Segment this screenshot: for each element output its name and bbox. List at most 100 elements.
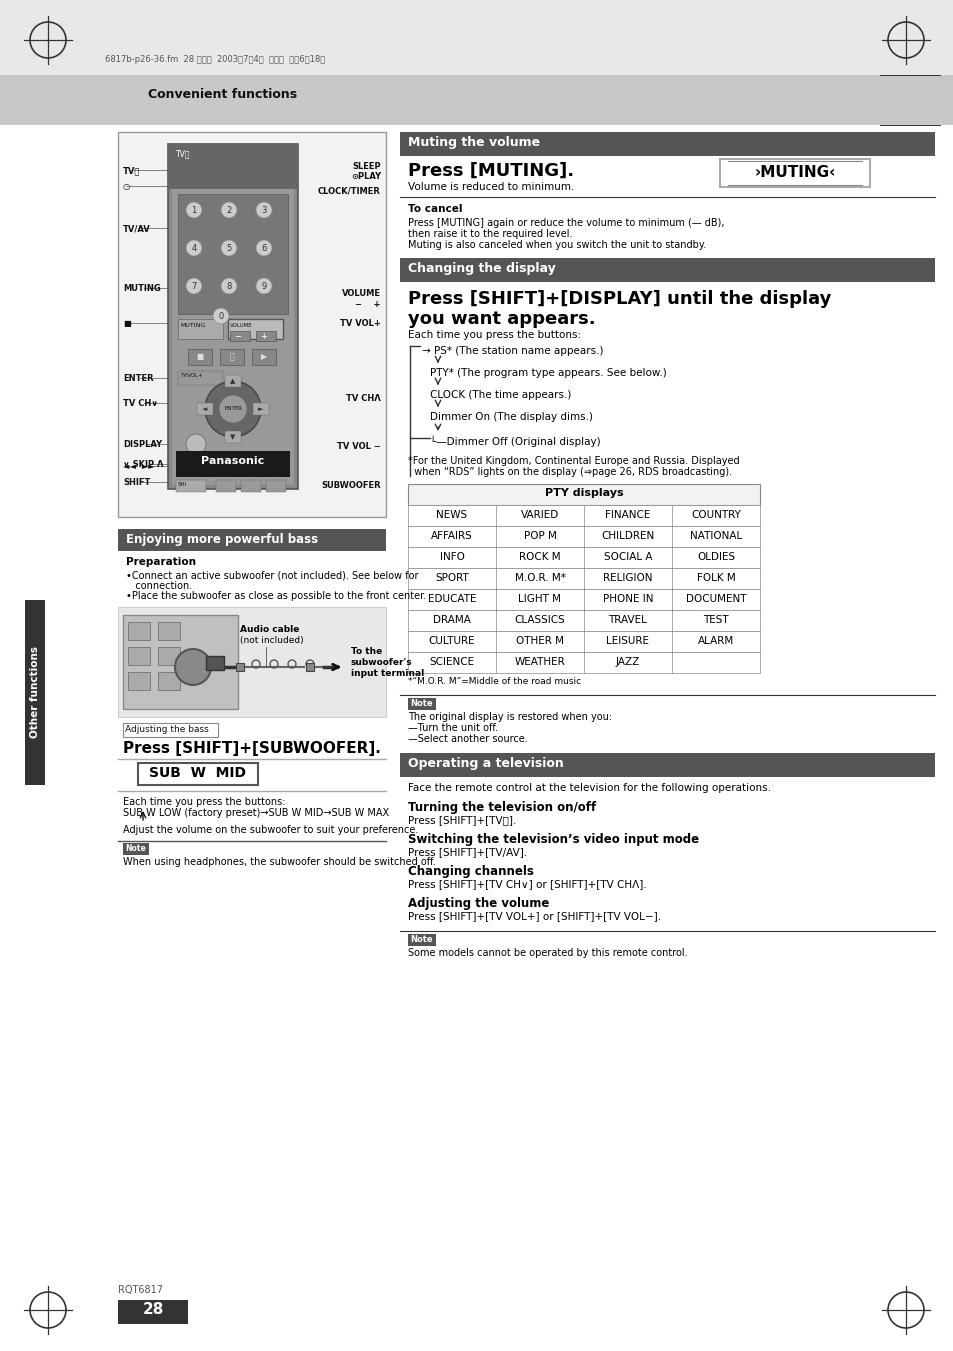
Text: Enjoying more powerful bass: Enjoying more powerful bass bbox=[126, 534, 317, 546]
Text: Adjust the volume on the subwoofer to suit your preference.: Adjust the volume on the subwoofer to su… bbox=[123, 825, 418, 835]
Text: Dimmer On (The display dims.): Dimmer On (The display dims.) bbox=[430, 412, 593, 422]
Text: •Connect an active subwoofer (not included). See below for: •Connect an active subwoofer (not includ… bbox=[126, 571, 418, 581]
Text: ○: ○ bbox=[123, 182, 131, 190]
Bar bbox=[235, 663, 244, 671]
Bar bbox=[0, 76, 953, 126]
Bar bbox=[228, 319, 283, 339]
Text: connection.: connection. bbox=[126, 581, 193, 590]
Text: 6817b-p26-36.fm  28 ページ  2003年7月4日  金曜日  午後6時18分: 6817b-p26-36.fm 28 ページ 2003年7月4日 金曜日 午後6… bbox=[105, 55, 325, 63]
Text: SUBWOOFER: SUBWOOFER bbox=[321, 481, 380, 490]
Bar bbox=[408, 567, 760, 589]
Circle shape bbox=[186, 203, 202, 218]
Text: VOLUME
−    +: VOLUME − + bbox=[341, 289, 380, 309]
Text: RELIGION: RELIGION bbox=[602, 573, 652, 584]
Bar bbox=[183, 463, 218, 476]
Text: ►: ► bbox=[258, 407, 263, 412]
Text: Adjusting the bass: Adjusting the bass bbox=[125, 725, 209, 734]
Text: *For the United Kingdom, Continental Europe and Russia. Displayed: *For the United Kingdom, Continental Eur… bbox=[408, 457, 739, 466]
Bar bbox=[175, 480, 206, 492]
Bar bbox=[178, 319, 223, 339]
Bar bbox=[408, 484, 760, 505]
Text: 6: 6 bbox=[261, 245, 267, 253]
Text: LEISURE: LEISURE bbox=[606, 636, 649, 646]
Text: Note: Note bbox=[125, 844, 146, 852]
Text: Press [SHIFT]+[TV VOL+] or [SHIFT]+[TV VOL−].: Press [SHIFT]+[TV VOL+] or [SHIFT]+[TV V… bbox=[408, 911, 660, 921]
Text: COUNTRY: COUNTRY bbox=[690, 509, 740, 520]
Bar bbox=[158, 671, 180, 690]
Text: 9: 9 bbox=[261, 282, 266, 290]
Text: SHI: SHI bbox=[178, 482, 187, 486]
Text: 3: 3 bbox=[261, 205, 267, 215]
Bar bbox=[0, 0, 953, 76]
Text: 7: 7 bbox=[192, 282, 196, 290]
Circle shape bbox=[186, 278, 202, 295]
Circle shape bbox=[221, 278, 236, 295]
Text: Each time you press the buttons:: Each time you press the buttons: bbox=[123, 797, 285, 807]
Bar bbox=[215, 480, 235, 492]
Text: LIGHT M: LIGHT M bbox=[518, 594, 561, 604]
Bar bbox=[241, 480, 261, 492]
Text: Preparation: Preparation bbox=[126, 557, 195, 567]
Text: Each time you press the buttons:: Each time you press the buttons: bbox=[408, 330, 580, 340]
Bar bbox=[206, 657, 224, 670]
Text: Press [SHIFT]+[DISPLAY] until the display: Press [SHIFT]+[DISPLAY] until the displa… bbox=[408, 290, 830, 308]
Text: SOCIAL A: SOCIAL A bbox=[603, 553, 652, 562]
Bar bbox=[118, 530, 386, 551]
Text: TVVOL+: TVVOL+ bbox=[180, 373, 202, 378]
Text: TV CHΛ: TV CHΛ bbox=[346, 394, 380, 403]
Text: VOLUME: VOLUME bbox=[230, 323, 253, 328]
Bar bbox=[158, 647, 180, 665]
Text: ◄◄  ►►: ◄◄ ►► bbox=[123, 462, 154, 471]
Text: Note: Note bbox=[410, 935, 432, 944]
Text: TV VOL −: TV VOL − bbox=[337, 442, 380, 451]
Text: TEST: TEST bbox=[702, 615, 728, 626]
Text: Changing the display: Changing the display bbox=[408, 262, 556, 276]
Text: input terminal: input terminal bbox=[351, 669, 424, 678]
Text: •Place the subwoofer as close as possible to the front center.: •Place the subwoofer as close as possibl… bbox=[126, 590, 426, 601]
Text: TRAVEL: TRAVEL bbox=[608, 615, 647, 626]
Text: Muting is also canceled when you switch the unit to standby.: Muting is also canceled when you switch … bbox=[408, 240, 705, 250]
Text: ⏸: ⏸ bbox=[230, 353, 234, 361]
Text: SHIFT: SHIFT bbox=[123, 478, 151, 486]
Text: The original display is restored when you:: The original display is restored when yo… bbox=[408, 712, 612, 721]
Bar bbox=[230, 331, 250, 340]
Text: (not included): (not included) bbox=[240, 636, 303, 644]
Bar bbox=[0, 1296, 953, 1351]
Text: SCIENCE: SCIENCE bbox=[429, 657, 474, 667]
Text: CHILDREN: CHILDREN bbox=[600, 531, 654, 540]
Text: Note: Note bbox=[410, 698, 432, 708]
Bar bbox=[252, 349, 275, 365]
Text: you want appears.: you want appears. bbox=[408, 309, 595, 328]
Text: CLOCK (The time appears.): CLOCK (The time appears.) bbox=[430, 390, 571, 400]
Text: SUB W LOW (factory preset)→SUB W MID→SUB W MAX: SUB W LOW (factory preset)→SUB W MID→SUB… bbox=[123, 808, 389, 817]
Circle shape bbox=[213, 308, 229, 324]
Text: 1: 1 bbox=[192, 205, 196, 215]
Bar bbox=[196, 403, 213, 415]
Text: SUB  W  MID: SUB W MID bbox=[150, 766, 246, 780]
Bar bbox=[408, 653, 760, 673]
Text: Changing channels: Changing channels bbox=[408, 865, 534, 878]
Bar bbox=[220, 349, 244, 365]
Text: *“M.O.R. M”=Middle of the road music: *“M.O.R. M”=Middle of the road music bbox=[408, 677, 580, 686]
Text: CLOCK/TIMER: CLOCK/TIMER bbox=[317, 186, 380, 195]
Text: Panasonic: Panasonic bbox=[201, 457, 264, 466]
Bar bbox=[128, 671, 150, 690]
Bar bbox=[123, 723, 218, 738]
Text: ENTER: ENTER bbox=[123, 374, 153, 382]
Text: TV VOL+: TV VOL+ bbox=[340, 319, 380, 328]
Bar bbox=[720, 159, 869, 186]
Bar bbox=[399, 753, 934, 777]
Text: Press [MUTING] again or reduce the volume to minimum (— dB),: Press [MUTING] again or reduce the volum… bbox=[408, 218, 723, 228]
Text: ∨ SKIP Λ: ∨ SKIP Λ bbox=[123, 459, 163, 469]
Bar bbox=[408, 505, 760, 526]
Bar bbox=[123, 615, 237, 709]
Text: JAZZ: JAZZ bbox=[616, 657, 639, 667]
Circle shape bbox=[221, 240, 236, 255]
Text: Volume is reduced to minimum.: Volume is reduced to minimum. bbox=[408, 182, 574, 192]
Bar bbox=[158, 621, 180, 640]
Text: OTHER M: OTHER M bbox=[516, 636, 563, 646]
Text: Press [SHIFT]+[SUBWOOFER].: Press [SHIFT]+[SUBWOOFER]. bbox=[123, 740, 380, 757]
Bar bbox=[188, 349, 212, 365]
Text: └—Dimmer Off (Original display): └—Dimmer Off (Original display) bbox=[430, 436, 600, 447]
Text: ENTER: ENTER bbox=[224, 407, 242, 411]
